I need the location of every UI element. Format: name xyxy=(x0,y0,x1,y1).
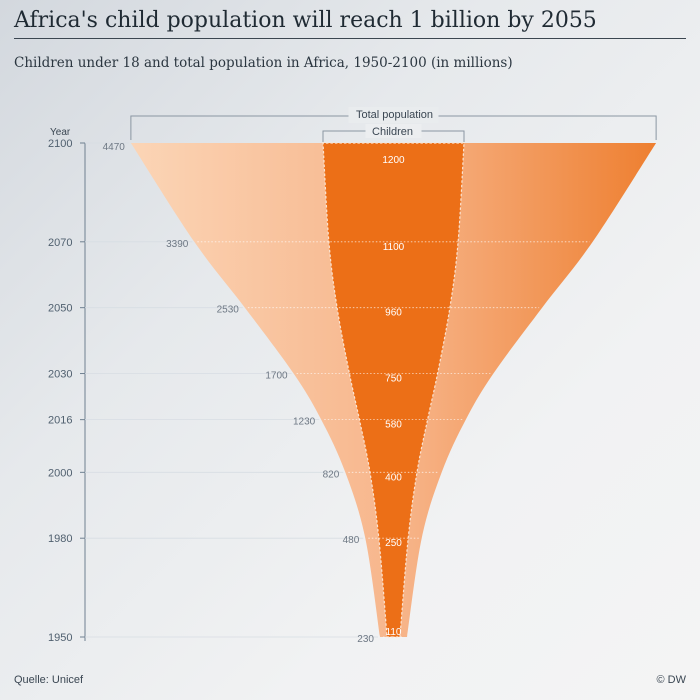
children-value-label: 400 xyxy=(385,472,402,483)
children-value-label: 750 xyxy=(385,374,402,385)
gridline-layer xyxy=(80,142,590,638)
children-funnel xyxy=(322,142,465,638)
total-value-label: 4470 xyxy=(103,142,126,153)
children-value-label: 580 xyxy=(385,420,402,431)
total-legend-bg xyxy=(348,107,439,123)
children-value-label: 1200 xyxy=(382,155,405,166)
total-value-label: 2530 xyxy=(217,305,240,316)
total-value-label: 820 xyxy=(323,469,340,480)
year-tick-label: 2000 xyxy=(48,467,72,479)
total-population-legend-label: Total population xyxy=(356,109,433,121)
source-note: Quelle: Unicef xyxy=(14,674,84,686)
axis-layer: Year xyxy=(50,127,86,641)
year-tick-label: 1950 xyxy=(48,632,72,644)
children-legend-bg xyxy=(365,124,422,138)
total-value-label: 480 xyxy=(343,535,360,546)
children-value-label: 250 xyxy=(385,538,402,549)
total-value-label: 3390 xyxy=(166,239,189,250)
total-value-label: 1230 xyxy=(293,417,316,428)
year-tick-label: 1980 xyxy=(48,533,72,545)
total-value-label: 230 xyxy=(357,634,374,645)
dw-credit: © DW xyxy=(656,674,687,686)
year-tick-label: 2016 xyxy=(48,415,72,427)
children-value-label: 110 xyxy=(386,627,402,638)
chart-title: Africa's child population will reach 1 b… xyxy=(14,8,597,33)
legend-layer: Total population Children xyxy=(130,107,657,142)
children-legend-label: Children xyxy=(372,126,413,138)
year-tick-label: 2050 xyxy=(48,303,72,315)
year-tick-label: 2100 xyxy=(48,138,72,150)
total-value-label: 1700 xyxy=(265,371,288,382)
y-axis-label: Year xyxy=(50,127,71,138)
children-value-label: 960 xyxy=(385,308,402,319)
year-tick-label: 2070 xyxy=(48,237,72,249)
children-value-label: 1100 xyxy=(383,242,405,253)
funnel-layer xyxy=(130,142,657,638)
title-divider xyxy=(14,38,686,39)
label-layer: 2100 4470 1200 2070 3390 1100 2050 2530 960 2030 1… xyxy=(48,138,405,645)
chart-subtitle: Children under 18 and total population i… xyxy=(14,55,513,71)
year-tick-label: 2030 xyxy=(48,369,72,381)
